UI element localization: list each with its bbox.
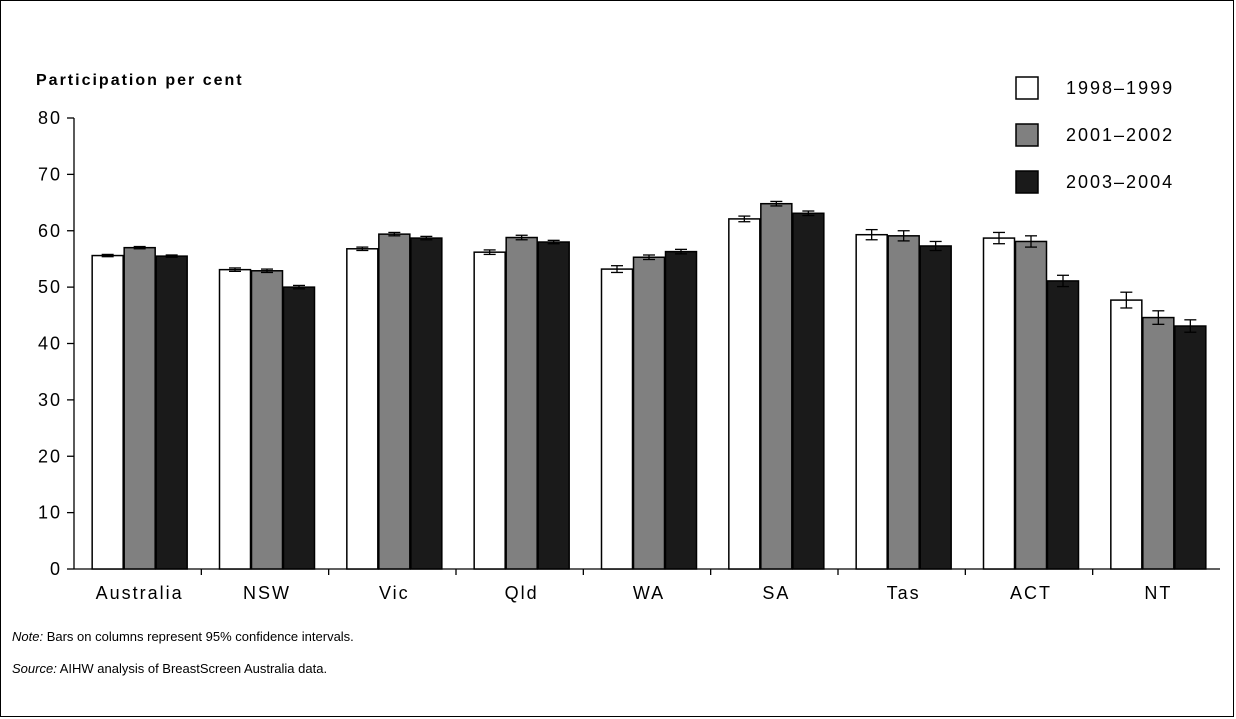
bar	[728, 218, 761, 570]
y-tick-label: 80	[38, 108, 62, 128]
bar	[123, 246, 156, 570]
y-tick-label: 40	[38, 334, 62, 354]
source-text: AIHW analysis of BreastScreen Australia …	[56, 661, 328, 676]
legend-swatch	[1015, 170, 1039, 194]
bar	[792, 212, 825, 570]
x-tick-label: ACT	[1010, 583, 1052, 603]
bar	[91, 254, 124, 570]
note-text: Bars on columns represent 95% confidence…	[43, 629, 354, 644]
y-tick-label: 30	[38, 390, 62, 410]
bar	[282, 286, 316, 570]
bar	[632, 256, 666, 570]
y-tick-label: 20	[38, 446, 62, 466]
bar	[1142, 316, 1175, 570]
bar	[760, 202, 793, 570]
bar	[1174, 325, 1207, 570]
bar	[664, 250, 698, 570]
bar	[537, 241, 570, 570]
y-axis-label: Participation per cent	[36, 72, 244, 89]
bar	[1110, 299, 1143, 570]
bars-group	[91, 200, 1207, 570]
x-tick-label: Qld	[505, 583, 539, 603]
bar	[346, 248, 379, 570]
x-tick-label: WA	[633, 583, 665, 603]
y-tick-label: 60	[38, 221, 62, 241]
bar	[919, 245, 952, 570]
x-tick-label: Tas	[887, 583, 921, 603]
legend: 1998–1999 2001–2002 2003–2004	[1015, 76, 1174, 194]
note-line: Note: Bars on columns represent 95% conf…	[12, 629, 354, 644]
bar	[250, 270, 284, 570]
bar	[1046, 280, 1080, 570]
bar	[855, 233, 888, 570]
source-line: Source: AIHW analysis of BreastScreen Au…	[12, 661, 327, 676]
bar	[887, 235, 920, 570]
bar	[410, 237, 443, 570]
legend-swatch	[1015, 76, 1039, 100]
x-tick-label: NT	[1144, 583, 1172, 603]
bar	[155, 255, 188, 570]
legend-label: 2003–2004	[1066, 172, 1174, 192]
x-tick-label: SA	[762, 583, 790, 603]
y-tick-label: 0	[50, 559, 62, 579]
source-label: Source:	[12, 661, 57, 676]
bar	[473, 251, 506, 570]
legend-swatch	[1015, 123, 1039, 147]
bar	[600, 268, 634, 570]
bar	[218, 268, 252, 570]
y-tick-label: 10	[38, 503, 62, 523]
x-tick-label: Vic	[379, 583, 410, 603]
bar	[1014, 240, 1048, 570]
note-label: Note:	[12, 629, 44, 644]
legend-label: 1998–1999	[1066, 78, 1174, 98]
x-tick-label: Australia	[96, 583, 184, 603]
bar	[378, 233, 411, 570]
x-tick-label: NSW	[243, 583, 291, 603]
y-tick-label: 70	[38, 164, 62, 184]
bar	[982, 237, 1016, 570]
bar	[505, 236, 538, 570]
y-tick-label: 50	[38, 277, 62, 297]
legend-label: 2001–2002	[1066, 125, 1174, 145]
